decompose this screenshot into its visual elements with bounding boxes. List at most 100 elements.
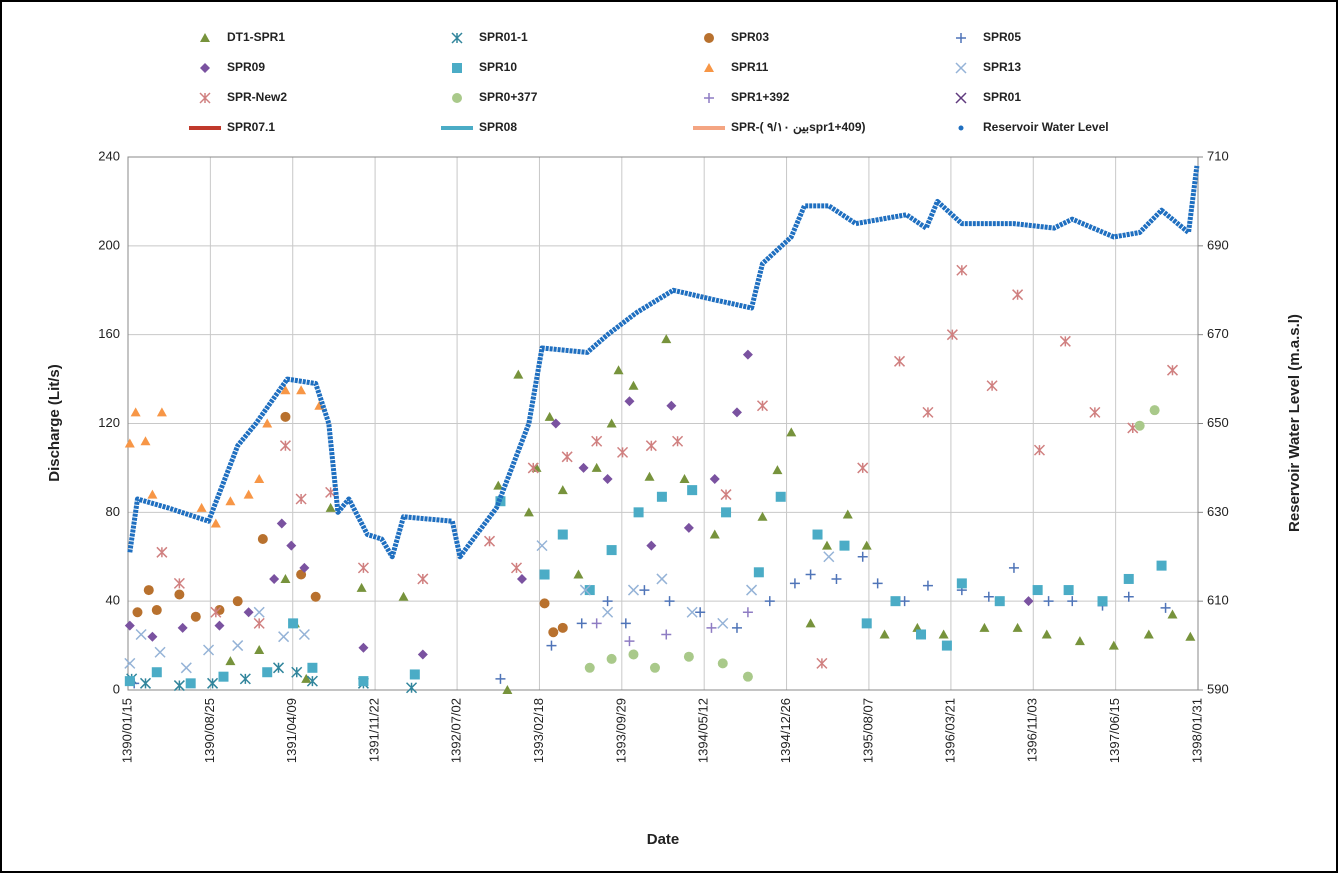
marker-diamond	[417, 649, 428, 660]
marker-triangle	[861, 540, 872, 550]
y-tick-label: 200	[98, 237, 120, 252]
legend-label: SPR08	[479, 120, 517, 134]
marker-square	[721, 507, 732, 518]
marker-triangle	[628, 380, 639, 390]
y2-axis-title: Reservoir Water Level (m.a.s.l)	[1286, 314, 1303, 532]
marker-plus	[1160, 602, 1171, 613]
legend-label: SPR11	[731, 60, 769, 74]
legend-label: DT1-SPR1	[227, 30, 285, 44]
marker-star	[510, 562, 523, 574]
marker-circle	[704, 33, 714, 43]
marker-star	[306, 675, 318, 687]
marker-plus	[731, 622, 742, 633]
x-tick-label: 1393/09/29	[613, 698, 628, 763]
marker-triangle	[325, 502, 336, 512]
marker-triangle	[661, 334, 672, 344]
marker-circle	[557, 622, 568, 633]
marker-x	[717, 617, 729, 629]
marker-triangle	[196, 502, 207, 512]
x-tick-label: 1397/06/15	[1107, 698, 1122, 763]
marker-diamond	[147, 631, 158, 642]
marker-diamond	[666, 400, 677, 411]
marker-triangle	[280, 573, 291, 583]
marker-triangle	[147, 489, 158, 499]
marker-diamond	[578, 462, 589, 473]
marker-star	[207, 677, 219, 689]
y2-tick-label: 670	[1207, 326, 1229, 341]
marker-diamond	[709, 474, 720, 485]
marker-square	[1123, 573, 1134, 584]
marker-circle	[174, 589, 185, 600]
marker-triangle	[842, 509, 853, 519]
marker-plus	[576, 618, 587, 629]
marker-plus	[664, 596, 675, 607]
marker-x	[124, 657, 136, 669]
marker-square	[539, 569, 550, 580]
marker-square	[775, 491, 786, 502]
marker-plus	[495, 673, 506, 684]
marker-plus	[706, 622, 717, 633]
marker-triangle	[225, 656, 236, 666]
marker-square	[812, 529, 823, 540]
marker-star	[156, 546, 168, 558]
marker-diamond	[124, 620, 135, 631]
marker-diamond	[1023, 596, 1034, 607]
marker-circle	[280, 411, 291, 422]
marker-star	[946, 329, 958, 341]
marker-triangle	[1167, 609, 1178, 619]
y-tick-label: 120	[98, 415, 120, 430]
x-tick-label: 1396/11/03	[1025, 698, 1040, 762]
x-axis-title: Date	[647, 831, 680, 848]
marker-square	[1063, 585, 1074, 596]
marker-star	[210, 606, 222, 618]
marker-circle	[190, 611, 201, 622]
marker-plus	[764, 596, 775, 607]
marker-triangle	[786, 427, 797, 437]
marker-square	[185, 678, 196, 689]
marker-triangle	[821, 540, 832, 550]
marker-star	[893, 355, 906, 367]
marker-x	[278, 631, 290, 643]
marker-square	[1097, 596, 1108, 607]
marker-x	[955, 62, 967, 74]
marker-x	[955, 92, 967, 104]
marker-plus	[805, 569, 816, 580]
marker-square	[861, 618, 872, 629]
marker-plus	[602, 596, 613, 607]
marker-star	[279, 440, 291, 452]
marker-star	[357, 562, 369, 574]
marker-triangle	[613, 365, 624, 375]
marker-diamond	[602, 474, 613, 485]
marker-circle	[1149, 405, 1160, 416]
marker-x	[180, 662, 192, 674]
marker-square	[307, 662, 318, 673]
marker-triangle	[130, 407, 141, 417]
marker-circle	[548, 627, 559, 638]
marker-triangle	[243, 489, 254, 499]
marker-star	[173, 680, 185, 692]
y-tick-label: 40	[106, 593, 120, 608]
legend-label: SPR0+377	[479, 90, 538, 104]
x-tick-label: 1391/11/22	[367, 698, 382, 762]
marker-square	[956, 578, 967, 589]
y-tick-label: 0	[113, 681, 120, 696]
legend-label: SPR05	[983, 30, 1021, 44]
marker-plus	[1008, 562, 1019, 573]
marker-star	[239, 673, 251, 685]
marker-triangle	[356, 582, 367, 592]
y2-tick-label: 710	[1207, 148, 1229, 163]
y-tick-label: 240	[98, 148, 120, 163]
marker-star	[956, 264, 968, 276]
marker-triangle	[606, 418, 617, 428]
marker-square	[262, 667, 273, 678]
marker-square	[124, 676, 135, 687]
marker-circle	[683, 651, 694, 662]
plot-border	[127, 156, 1199, 691]
marker-square	[288, 618, 299, 629]
marker-star	[173, 577, 185, 589]
y2-tick-label: 610	[1207, 593, 1229, 608]
legend-label: SPR-( ۹/۱۰ بینspr1+409)	[731, 120, 866, 135]
marker-star	[645, 440, 657, 452]
marker-plus	[789, 578, 800, 589]
